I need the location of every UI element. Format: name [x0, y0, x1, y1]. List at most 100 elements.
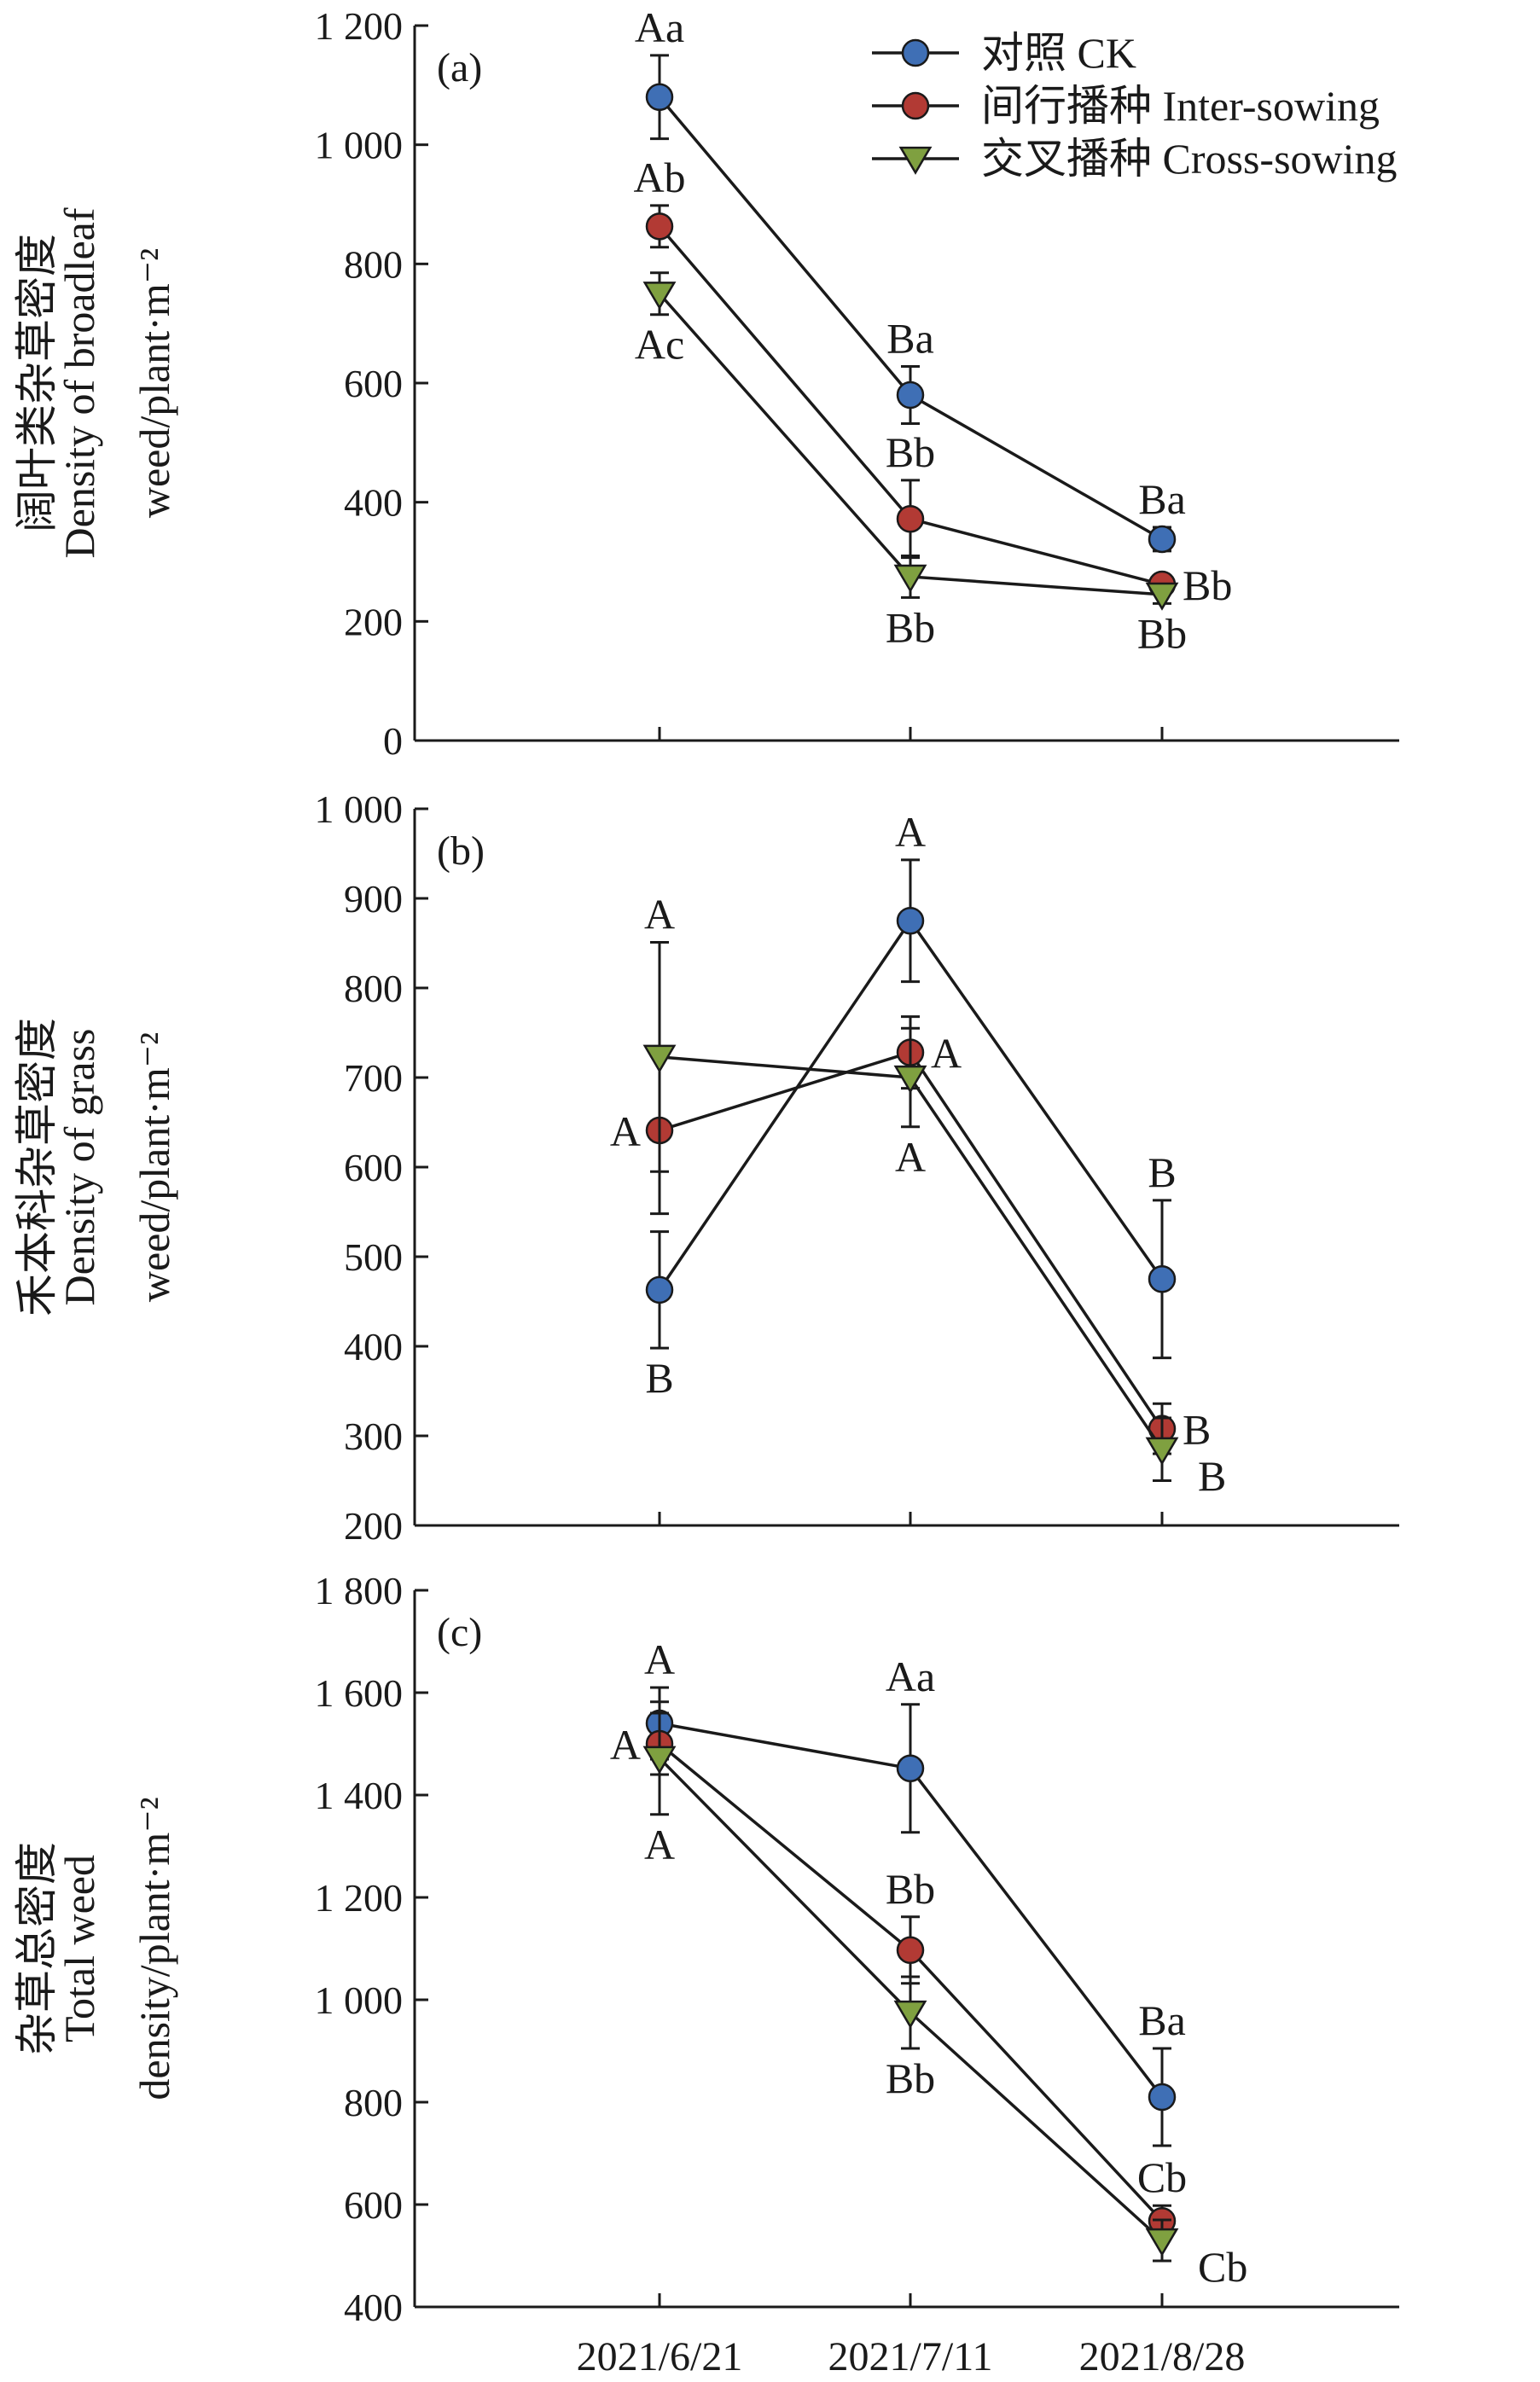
significance-label: B [1183, 1406, 1211, 1454]
panel-label: (a) [437, 45, 482, 90]
y-axis-title-line: 杂草总密度 [13, 1842, 61, 2055]
significance-label: B [645, 1354, 673, 1402]
data-point [1145, 2228, 1179, 2257]
significance-label: B [1198, 1452, 1226, 1500]
data-point [1148, 525, 1177, 554]
legend-label: 对照 CK [981, 29, 1136, 77]
series-1: Aa Ba Ba [635, 3, 1186, 554]
y-tick-label: 400 [344, 1325, 403, 1368]
y-tick-label: 1 000 [315, 787, 404, 831]
data-point [642, 1044, 677, 1073]
y-axis-title-line: density/plant·m⁻² [131, 1797, 178, 2100]
x-tick-label: 2021/8/28 [1079, 2334, 1246, 2379]
legend-label: 间行播种 Inter-sowing [981, 82, 1380, 130]
legend-item-2: 间行播种 Inter-sowing [872, 82, 1380, 130]
y-axis-title-line: 禾本科杂草密度 [13, 1018, 61, 1316]
significance-label: B [1148, 1148, 1176, 1196]
legend: 对照 CK 间行播种 Inter-sowing 交叉播种 Cross-sowing [872, 29, 1398, 183]
y-tick-label: 800 [344, 242, 403, 286]
panel-3: 400 600 800 1 000 1 200 1 400 1 600 1 800 (c) 杂草总… [13, 1569, 1399, 2329]
panel-label: (c) [437, 1610, 482, 1655]
y-axis-title-line: Total weed [55, 1855, 103, 2042]
series-3: Ac Bb Bb [635, 271, 1187, 657]
data-point [1145, 582, 1179, 611]
legend-marker [901, 91, 930, 120]
significance-label: Bb [886, 603, 935, 651]
y-tick-label: 200 [344, 600, 403, 643]
y-tick-label: 1 600 [315, 1671, 404, 1715]
significance-label: Cb [1137, 2153, 1187, 2201]
data-point [1148, 2083, 1177, 2112]
y-tick-label: 500 [344, 1235, 403, 1279]
series-1: B A B [645, 808, 1176, 1402]
y-tick-label: 1 200 [315, 1876, 404, 1920]
significance-label: A [610, 1107, 641, 1155]
significance-label: Aa [886, 1653, 935, 1700]
y-axis-title-line: 阔叶类杂草密度 [13, 234, 61, 532]
data-point [645, 1275, 674, 1304]
y-tick-label: 1 000 [315, 1978, 404, 2022]
panel-2: 200 300 400 500 600 700 800 900 1 000 (b) 禾本科杂草密度D… [13, 787, 1399, 1548]
y-tick-label: 1 000 [315, 124, 404, 167]
panel-1: 0 200 400 600 800 1 000 1 200 (a) 阔叶类杂草密度Density… [13, 3, 1399, 763]
legend-marker [898, 146, 933, 175]
significance-label: Aa [635, 3, 684, 51]
significance-label: Ac [635, 321, 684, 369]
series-1: A Aa Ba [644, 1635, 1186, 2147]
y-tick-label: 1 800 [315, 1569, 404, 1612]
legend-item-1: 对照 CK [872, 29, 1136, 77]
data-point [1145, 1437, 1179, 1466]
data-point [896, 381, 925, 410]
y-tick-label: 600 [344, 362, 403, 405]
y-tick-label: 0 [383, 719, 403, 763]
significance-label: A [931, 1030, 962, 1078]
data-point [642, 1746, 677, 1775]
x-tick-label: 2021/7/11 [828, 2334, 993, 2379]
y-tick-label: 1 400 [315, 1774, 404, 1817]
y-tick-label: 700 [344, 1056, 403, 1100]
series-2: Ab Bb Bb [633, 154, 1232, 609]
data-point [896, 1754, 925, 1783]
legend-item-3: 交叉播种 Cross-sowing [872, 135, 1398, 183]
significance-label: Cb [1198, 2243, 1247, 2291]
x-tick-label: 2021/6/21 [577, 2334, 743, 2379]
series-2: A Bb Cb [610, 1711, 1187, 2238]
series-3: A Bb Cb [642, 1700, 1247, 2291]
significance-label: Bb [886, 1865, 935, 1913]
significance-label: Bb [1183, 561, 1232, 609]
y-tick-label: 400 [344, 2286, 403, 2329]
y-axis-title-line: weed/plant·m⁻² [131, 1032, 178, 1302]
significance-label: Ba [1138, 1996, 1186, 2044]
y-tick-label: 300 [344, 1415, 403, 1458]
data-point [642, 282, 677, 311]
y-tick-label: 200 [344, 1504, 403, 1548]
y-axis-title-line: Density of broadleaf [55, 207, 103, 558]
y-tick-label: 900 [344, 877, 403, 921]
data-point [645, 212, 674, 241]
significance-label: Ba [1138, 475, 1186, 523]
y-tick-label: 800 [344, 967, 403, 1010]
significance-label: A [610, 1721, 641, 1769]
data-point [896, 504, 925, 533]
series-3: A A B [642, 890, 1226, 1500]
data-point [645, 83, 674, 112]
significance-label: Bb [886, 428, 935, 476]
y-tick-label: 600 [344, 1146, 403, 1189]
data-point [893, 1065, 927, 1094]
data-point [896, 907, 925, 935]
significance-label: Bb [886, 2054, 935, 2102]
data-point [1148, 1265, 1177, 1293]
significance-label: A [644, 890, 675, 938]
y-tick-label: 600 [344, 2183, 403, 2227]
significance-label: A [644, 1821, 675, 1868]
y-axis-title-line: Density of grass [55, 1029, 103, 1306]
y-tick-label: 800 [344, 2081, 403, 2124]
y-tick-label: 400 [344, 481, 403, 525]
significance-label: A [895, 808, 926, 856]
y-axis-title-line: weed/plant·m⁻² [131, 248, 178, 518]
data-point [893, 564, 927, 593]
significance-label: Ba [886, 314, 934, 362]
legend-label: 交叉播种 Cross-sowing [981, 135, 1398, 183]
